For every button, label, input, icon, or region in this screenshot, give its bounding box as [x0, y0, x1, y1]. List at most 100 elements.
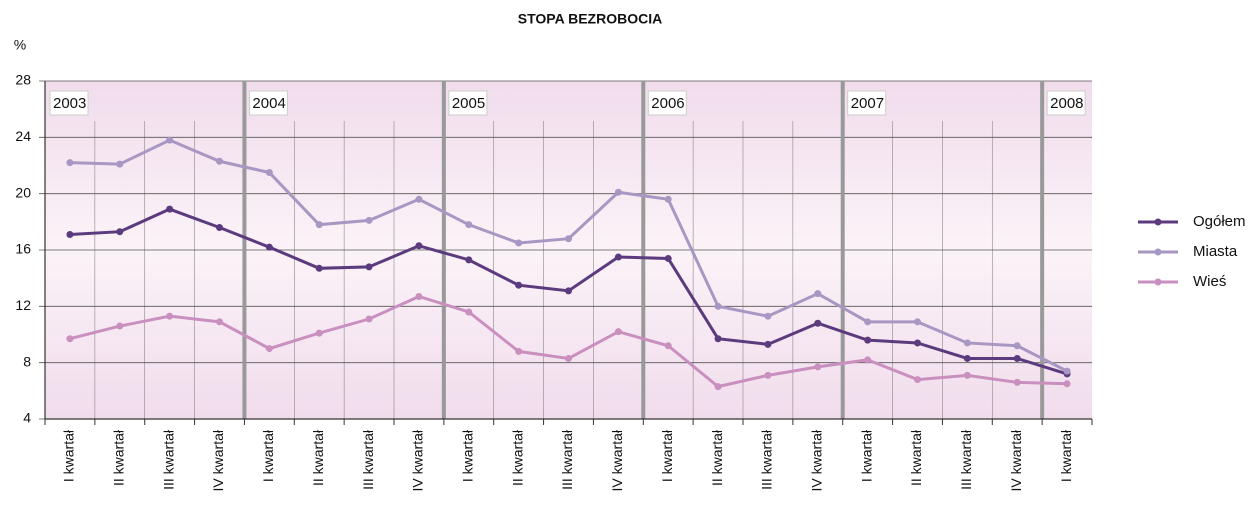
year-label-box: [448, 90, 488, 116]
x-tick-label: III kwartał: [958, 429, 974, 490]
y-tick-label: 4: [23, 410, 31, 426]
data-point: [814, 319, 822, 327]
data-point: [465, 308, 473, 316]
y-axis-label: %: [14, 37, 26, 53]
data-point: [315, 329, 323, 337]
data-point: [764, 340, 772, 348]
data-point: [714, 335, 722, 343]
data-point: [664, 254, 672, 262]
legend-label: Ogółem: [1193, 213, 1246, 230]
data-point: [116, 228, 124, 236]
y-tick-label: 24: [15, 128, 31, 144]
data-point: [614, 253, 622, 261]
data-point: [465, 221, 473, 229]
data-point: [914, 318, 921, 326]
x-tick-label: IV kwartał: [410, 429, 426, 491]
data-point: [66, 159, 74, 167]
data-point: [1013, 342, 1021, 350]
year-label: 2007: [851, 95, 884, 112]
data-point: [415, 195, 423, 203]
y-tick-label: 16: [15, 241, 31, 257]
data-point: [365, 263, 373, 271]
y-tick-label: 28: [15, 72, 31, 88]
data-point: [216, 223, 223, 231]
data-point: [515, 281, 523, 289]
data-point: [864, 336, 872, 344]
data-point: [963, 371, 971, 379]
data-point: [216, 318, 223, 326]
data-point: [764, 312, 772, 320]
legend-marker: [1154, 248, 1162, 256]
data-point: [166, 205, 174, 213]
data-point: [914, 339, 921, 347]
x-tick-label: II kwartał: [908, 429, 924, 486]
data-point: [1063, 380, 1071, 388]
x-tick-label: I kwartał: [61, 429, 77, 482]
x-tick-label: I kwartał: [858, 429, 874, 482]
data-point: [814, 363, 822, 371]
year-label-box: [49, 90, 89, 116]
year-label: 2006: [651, 95, 684, 112]
year-label: 2008: [1050, 95, 1083, 112]
x-tick-label: I kwartał: [1058, 429, 1074, 482]
data-point: [66, 335, 74, 343]
x-tick-label: II kwartał: [709, 429, 725, 486]
legend-marker: [1154, 278, 1162, 286]
data-point: [166, 136, 174, 144]
data-point: [365, 315, 373, 323]
data-point: [963, 339, 971, 347]
y-tick-label: 8: [23, 353, 31, 369]
x-tick-label: II kwartał: [110, 429, 126, 486]
data-point: [565, 354, 572, 362]
year-label-box: [847, 90, 887, 116]
data-point: [914, 376, 921, 384]
x-tick-label: III kwartał: [559, 429, 575, 490]
y-tick-label: 20: [15, 184, 31, 200]
legend-label: Miasta: [1193, 243, 1238, 260]
data-point: [764, 371, 772, 379]
data-point: [216, 157, 223, 165]
x-tick-label: I kwartał: [459, 429, 475, 482]
data-point: [415, 242, 423, 250]
data-point: [714, 383, 722, 391]
legend-label: Wieś: [1193, 273, 1226, 290]
year-label-box: [1046, 90, 1086, 116]
legend-marker: [1154, 218, 1162, 226]
chart-title: STOPA BEZROBOCIA: [518, 11, 662, 27]
data-point: [1013, 354, 1021, 362]
x-tick-label: I kwartał: [659, 429, 675, 482]
data-point: [814, 290, 822, 298]
year-label: 2005: [452, 95, 485, 112]
data-point: [614, 328, 622, 336]
data-point: [614, 188, 622, 196]
data-point: [166, 312, 174, 320]
data-point: [864, 356, 872, 364]
year-label: 2003: [53, 95, 86, 112]
data-point: [565, 287, 572, 295]
x-tick-label: I kwartał: [260, 429, 276, 482]
x-tick-label: III kwartał: [160, 429, 176, 490]
x-tick-label: IV kwartał: [210, 429, 226, 491]
year-label-box: [647, 90, 687, 116]
x-tick-label: IV kwartał: [1008, 429, 1024, 491]
data-point: [365, 216, 373, 224]
data-point: [116, 160, 124, 168]
data-point: [1013, 378, 1021, 386]
x-tick-label: II kwartał: [509, 429, 525, 486]
data-point: [714, 302, 722, 310]
x-tick-label: II kwartał: [310, 429, 326, 486]
data-point: [565, 235, 572, 243]
data-point: [963, 354, 971, 362]
data-point: [664, 195, 672, 203]
data-point: [515, 239, 523, 247]
data-point: [515, 347, 523, 355]
data-point: [265, 345, 273, 353]
data-point: [315, 221, 323, 229]
data-point: [315, 264, 323, 272]
x-tick-label: III kwartał: [360, 429, 376, 490]
data-point: [265, 169, 273, 177]
x-tick-label: IV kwartał: [609, 429, 625, 491]
data-point: [415, 292, 423, 300]
x-tick-label: III kwartał: [759, 429, 775, 490]
